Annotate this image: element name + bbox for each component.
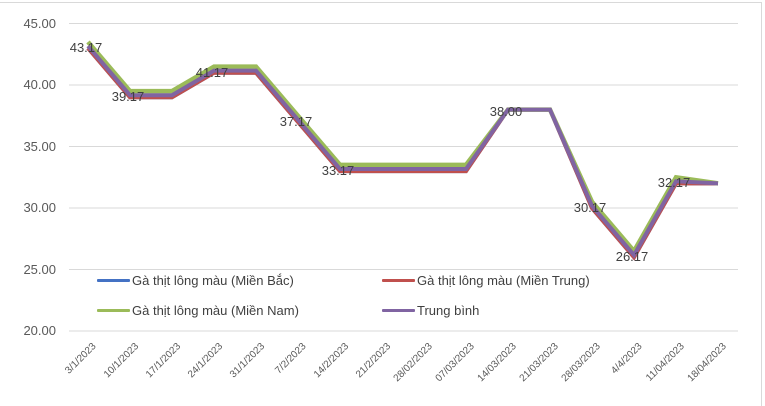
series-line-3 bbox=[86, 44, 719, 259]
legend-item-mien-nam: Gà thịt lông màu (Miền Nam) bbox=[97, 303, 299, 318]
legend-item-mien-bac: Gà thịt lông màu (Miền Bắc) bbox=[97, 273, 294, 288]
legend-label: Trung bình bbox=[417, 303, 480, 318]
legend-label: Gà thịt lông màu (Miền Trung) bbox=[417, 273, 590, 288]
y-tick-label: 30.00 bbox=[23, 200, 56, 215]
legend-swatch-trung-binh bbox=[382, 309, 415, 312]
data-label: 30.17 bbox=[573, 199, 607, 215]
series-line-1 bbox=[86, 46, 718, 261]
legend-label: Gà thịt lông màu (Miền Nam) bbox=[132, 303, 299, 318]
legend-label: Gà thịt lông màu (Miền Bắc) bbox=[132, 273, 294, 288]
y-tick-label: 40.00 bbox=[23, 77, 56, 92]
legend-swatch-mien-bac bbox=[97, 279, 130, 282]
data-label: 33.17 bbox=[321, 163, 355, 178]
legend-item-mien-trung: Gà thịt lông màu (Miền Trung) bbox=[382, 273, 590, 288]
legend-swatch-mien-trung bbox=[382, 279, 415, 282]
data-label: 38.00 bbox=[489, 103, 523, 119]
y-tick-label: 25.00 bbox=[23, 261, 56, 277]
series-line-0 bbox=[86, 46, 718, 261]
y-tick-label: 20.00 bbox=[23, 323, 56, 338]
series-line-2 bbox=[86, 40, 719, 256]
y-tick-label: 35.00 bbox=[23, 138, 56, 154]
data-label: 39.17 bbox=[111, 89, 145, 105]
data-label: 41.17 bbox=[195, 64, 229, 80]
data-label: 43.17 bbox=[69, 40, 103, 55]
legend-item-trung-binh: Trung bình bbox=[382, 303, 479, 318]
data-label: 37.17 bbox=[279, 113, 313, 129]
legend-swatch-mien-nam bbox=[97, 309, 130, 312]
legend: Gà thịt lông màu (Miền Bắc) Gà thịt lông… bbox=[97, 273, 657, 325]
data-label: 26.17 bbox=[615, 249, 649, 265]
data-label: 32.17 bbox=[657, 175, 691, 191]
y-tick-label: 45.00 bbox=[23, 15, 56, 31]
